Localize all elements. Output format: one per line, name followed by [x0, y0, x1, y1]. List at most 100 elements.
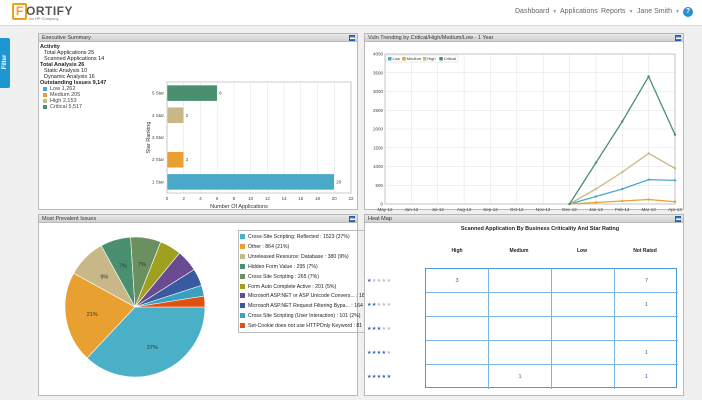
x-tick-label: 2 [182, 196, 185, 201]
heatmap-cell [552, 269, 615, 293]
y-tick-label: 2500 [373, 108, 384, 113]
pie-legend-item: Microsoft ASP.NET or ASP Unicode Convers… [240, 292, 385, 301]
user-name: Jane Smith [637, 8, 673, 15]
nav-reports[interactable]: Reports ▼ [601, 8, 633, 15]
heatmap-cell[interactable]: 1 [489, 365, 552, 389]
star-icon: ★ [376, 326, 382, 332]
pie-legend-item: Cross Site Scripting (User Interaction) … [240, 312, 385, 321]
minimize-button[interactable]: ▬ [349, 35, 355, 41]
star-icon: ★ [376, 374, 382, 380]
minimize-button[interactable]: ▬ [349, 216, 355, 222]
legend-swatch-high [43, 99, 47, 103]
heatmap-row-stars: ★★★★★ [367, 374, 391, 380]
chevron-down-icon: ▼ [628, 9, 634, 15]
summary-dynamic-analysis: Dynamic Analysis 16 [44, 74, 95, 80]
nav-label: Reports [601, 8, 626, 15]
fortify-logo[interactable]: F ORTIFY An HP Company [12, 3, 82, 23]
heatmap-cell [426, 317, 489, 341]
data-point [673, 133, 677, 136]
pie-legend-item: Form Auto Complete Active : 201 (5%) [240, 283, 385, 292]
legend-swatch [240, 323, 245, 329]
filter-tab[interactable]: Filter [0, 38, 10, 88]
star-icon: ★ [367, 374, 372, 380]
legend-swatch [439, 57, 443, 61]
data-point [647, 198, 650, 201]
pie-slice [64, 272, 136, 359]
star-icon: ★ [371, 326, 377, 332]
x-tick-label: Aug-12 [457, 207, 472, 212]
data-point [673, 179, 677, 182]
legend-high: High 2,153 [50, 98, 77, 104]
legend-label: Medium [407, 56, 422, 61]
pie-legend-item: Set-Cookie does not use HTTPOnly Keyword… [240, 322, 385, 331]
panel-header: Executive Summary ▬ [39, 34, 357, 42]
help-icon[interactable]: ? [683, 7, 693, 17]
star-icon: ★ [371, 278, 377, 284]
pie-legend: Cross-Site Scripting: Reflected : 1523 (… [39, 215, 387, 397]
bar-data-label: 2 [186, 113, 189, 118]
minimize-button[interactable]: ▬ [675, 35, 681, 41]
heatmap-row-stars: ★★★★★ [367, 326, 391, 332]
data-point [673, 167, 677, 170]
pie-legend-item: Cross-Site Scripting: Reflected : 1523 (… [240, 233, 385, 242]
data-point [647, 178, 650, 181]
heatmap-cell [426, 365, 489, 389]
panel-title: Vuln Trending by Critical/High/Medium/Lo… [368, 35, 494, 41]
x-tick-label: 8 [233, 196, 236, 201]
heatmap-cell [489, 269, 552, 293]
star-icon: ★ [386, 302, 392, 308]
summary-scanned-applications: Scanned Applications 14 [44, 56, 105, 62]
star-icon: ★ [367, 302, 372, 308]
legend-label: Microsoft ASP.NET Request Filtering Bypa… [248, 303, 376, 310]
bar-data-label: 2 [186, 157, 189, 162]
star-ranking-bar-chart: 0 2 4 6 8 10 12 14 16 18 20 22 5 Star 6 4 Star 2 3 Star 2… [146, 81, 354, 210]
heatmap-cell[interactable]: 1 [644, 374, 649, 380]
heatmap-cell[interactable]: 1 [615, 341, 678, 365]
heatmap-cell [426, 293, 489, 317]
nav-user-menu[interactable]: Jane Smith ▼ [637, 8, 680, 15]
data-point [594, 201, 598, 204]
legend-label: Set-Cookie does not use HTTPOnly Keyword… [248, 323, 375, 330]
data-point [647, 75, 650, 78]
x-axis-label: Number Of Applications [210, 204, 268, 210]
summary-total-applications: Total Applications 25 [44, 50, 95, 56]
legend-critical: Critical 5,517 [50, 104, 83, 110]
heatmap-col-high: High [451, 248, 463, 254]
heatmap-cell [552, 365, 615, 389]
y-tick-label: 1 Star [152, 179, 165, 184]
y-tick-label: 500 [375, 183, 383, 188]
x-tick-label: 0 [166, 196, 169, 201]
heatmap-row-stars: ★★★★★ [367, 302, 391, 308]
panel-title: Heat Map [368, 216, 392, 222]
bar [166, 107, 184, 124]
heatmap-cell[interactable]: 1 [615, 293, 678, 317]
star-icon: ★ [386, 326, 392, 332]
most-prevalent-issues-panel: Most Prevalent Issues ▬ 37% 21% 9% 7% 7% Cros… [38, 214, 387, 397]
bar [166, 84, 218, 102]
legend-box [385, 54, 459, 63]
nav-applications[interactable]: Applications [560, 8, 598, 15]
minimize-button[interactable]: ▬ [675, 216, 681, 222]
x-tick-label: Feb-13 [615, 207, 630, 212]
bar-data-label: 6 [219, 91, 222, 96]
legend-label: Cross-Site Scripting: Reflected : 1523 (… [248, 234, 350, 240]
star-icon: ★ [381, 302, 387, 308]
legend-swatch [422, 57, 427, 61]
legend-swatch [402, 57, 406, 61]
heatmap-cell[interactable]: 7 [615, 269, 678, 293]
x-tick-label: 20 [332, 196, 338, 201]
heatmap-cell [552, 317, 615, 341]
pie-pct-label: 9% [100, 274, 108, 280]
x-tick-label: Mar-13 [642, 207, 657, 212]
pie-legend-item: Microsoft ASP.NET Request Filtering Bypa… [240, 302, 385, 311]
legend-label: Cross Site Scripting (User Interaction) … [248, 313, 361, 320]
nav-label: Dashboard [515, 8, 550, 15]
heatmap-row-stars: ★★★★★ [367, 350, 391, 356]
star-icon: ★ [371, 374, 377, 380]
logo-mark: F [12, 3, 27, 20]
nav-dashboard[interactable]: Dashboard ▼ [515, 8, 557, 15]
legend-label: Low [393, 56, 400, 61]
x-tick-label: 18 [315, 196, 321, 201]
heatmap-cell[interactable]: 3 [426, 269, 489, 293]
